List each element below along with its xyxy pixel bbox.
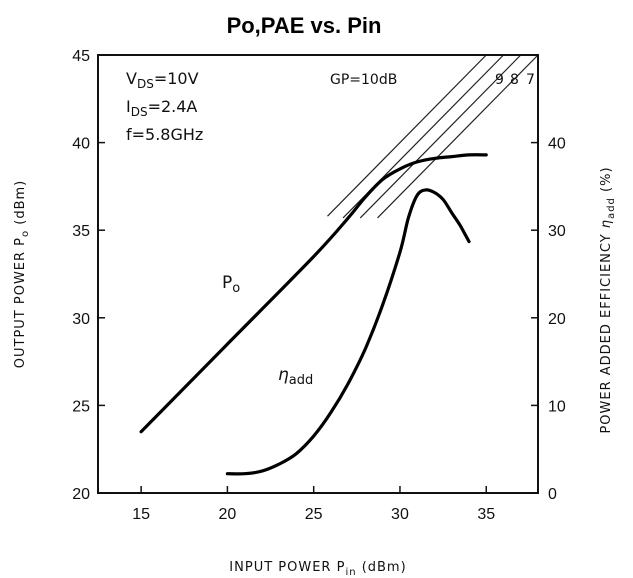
chart-title: Po,PAE vs. Pin [227, 13, 382, 38]
po-line [139, 153, 488, 434]
y-left-tick-label: 20 [72, 486, 90, 503]
y-right-tick-label: 0 [548, 486, 557, 503]
gain-line-label: 9 [495, 72, 504, 88]
gain-line-label: GP=10dB [330, 72, 397, 88]
labels: GP=10dB 9 8 7 Po ηadd INPUT POWER Pin (dBm) OUT… [13, 72, 617, 578]
y-left-tick-label: 30 [72, 311, 90, 328]
gain-line-label: 8 [510, 72, 519, 88]
x-tick-label: 30 [391, 506, 409, 523]
condition-label: IDS=2.4A [126, 97, 197, 119]
x-tick-label: 35 [477, 506, 495, 523]
y-right-tick-label: 40 [548, 136, 566, 153]
x-tick-label: 25 [305, 506, 323, 523]
condition-label: f=5.8GHz [126, 125, 203, 144]
gain-line [377, 54, 539, 219]
pae-series-label: ηadd [278, 365, 313, 388]
y-left-axis-label: OUTPUT POWER Po (dBm) [13, 180, 31, 369]
gain-line [327, 54, 487, 217]
po-series-label: Po [222, 273, 240, 296]
condition-label: VDS=10V [126, 69, 199, 91]
y-right-tick-label: 30 [548, 223, 566, 240]
pae-line [225, 188, 471, 476]
y-right-axis-label: POWER ADDED EFFICIENCY ηadd (%) [599, 166, 617, 433]
plot-frame [97, 54, 539, 494]
y-left-tick-label: 35 [72, 223, 90, 240]
y-right-tick-label: 20 [548, 311, 566, 328]
series-layer [139, 153, 488, 476]
x-tick-label: 20 [219, 506, 237, 523]
operating-conditions: VDS=10V IDS=2.4A f=5.8GHz [126, 69, 203, 144]
axis-ticks: 15 20 25 30 35 20 25 30 35 40 45 0 10 20 30 40 [72, 48, 566, 523]
x-axis-label: INPUT POWER Pin (dBm) [229, 560, 406, 578]
y-right-tick-label: 10 [548, 398, 566, 415]
y-left-tick-label: 40 [72, 136, 90, 153]
y-left-tick-label: 25 [72, 398, 90, 415]
gain-line-label: 7 [526, 72, 535, 88]
x-tick-label: 15 [132, 506, 150, 523]
y-left-tick-label: 45 [72, 48, 90, 65]
gain-line [359, 54, 522, 219]
